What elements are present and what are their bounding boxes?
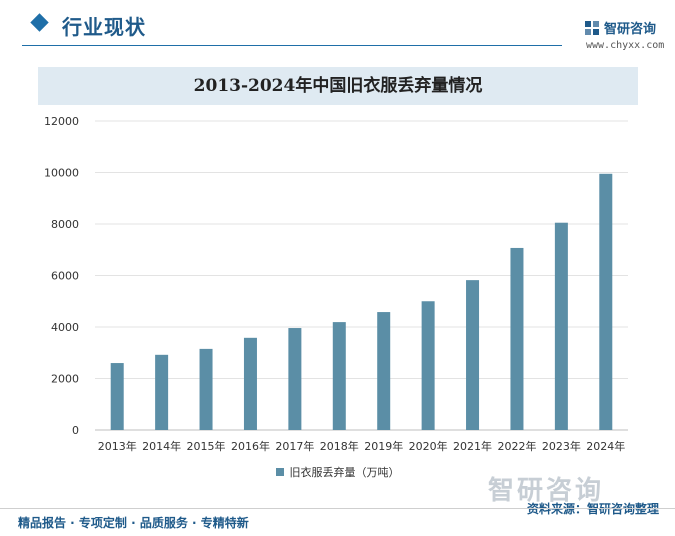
legend-label: 旧衣服丢弃量（万吨） bbox=[289, 466, 400, 479]
y-tick-label: 8000 bbox=[51, 218, 79, 231]
x-tick-label: 2016年 bbox=[231, 439, 270, 453]
bar-2015年 bbox=[199, 348, 213, 430]
bar-2021年 bbox=[466, 280, 480, 430]
brand: 智研咨询 bbox=[584, 18, 656, 37]
y-tick-label: 0 bbox=[72, 424, 79, 437]
source-note: 资料来源：智研咨询整理 bbox=[526, 502, 659, 516]
bar-2016年 bbox=[243, 337, 257, 430]
bar-2023年 bbox=[554, 222, 568, 430]
x-tick-label: 2014年 bbox=[142, 439, 181, 453]
y-tick-label: 4000 bbox=[51, 321, 79, 334]
y-tick-label: 12000 bbox=[44, 115, 79, 128]
footer-divider bbox=[0, 508, 675, 509]
footer-tagline: 精品报告 · 专项定制 · 品质服务 · 专精特新 bbox=[18, 516, 249, 530]
x-tick-label: 2013年 bbox=[98, 439, 137, 453]
x-tick-label: 2023年 bbox=[542, 439, 581, 453]
y-tick-label: 2000 bbox=[51, 373, 79, 386]
x-tick-label: 2020年 bbox=[409, 439, 448, 453]
x-tick-label: 2022年 bbox=[497, 439, 536, 453]
bar-2014年 bbox=[155, 354, 169, 430]
brand-name: 智研咨询 bbox=[604, 22, 657, 37]
header-divider bbox=[22, 45, 562, 46]
brand-url: www.chyxx.com bbox=[586, 40, 665, 51]
bar-2019年 bbox=[377, 312, 391, 430]
x-tick-label: 2019年 bbox=[364, 439, 403, 453]
y-tick-label: 10000 bbox=[44, 167, 79, 180]
brand-logo-icon bbox=[585, 20, 599, 35]
x-tick-label: 2018年 bbox=[320, 439, 359, 453]
bar-2022年 bbox=[510, 247, 524, 430]
header: 行业现状 智研咨询 www.chyxx.com bbox=[0, 0, 675, 56]
bar-2013年 bbox=[110, 363, 124, 430]
diamond-icon bbox=[30, 13, 49, 32]
x-tick-label: 2015年 bbox=[187, 439, 226, 453]
section-title: 行业现状 bbox=[62, 15, 146, 39]
bar-2018年 bbox=[332, 322, 346, 430]
x-tick-label: 2024年 bbox=[586, 439, 625, 453]
x-tick-label: 2017年 bbox=[275, 439, 314, 453]
bar-chart: 0 2000 4000 6000 8000 10000 12000 2013年 2014年 201… bbox=[44, 115, 628, 453]
legend-swatch bbox=[275, 468, 284, 476]
y-tick-label: 6000 bbox=[51, 270, 79, 283]
bar-2017年 bbox=[288, 328, 302, 430]
bar-2020年 bbox=[421, 301, 435, 430]
bar-2024年 bbox=[599, 173, 613, 430]
footer-logo: 智研咨询 bbox=[488, 476, 605, 506]
chart-title-band: 2013-2024年中国旧衣服丢弃量情况 bbox=[38, 67, 638, 105]
x-tick-label: 2021年 bbox=[453, 439, 492, 453]
chart-title: 2013-2024年中国旧衣服丢弃量情况 bbox=[193, 76, 483, 96]
chart-legend: 旧衣服丢弃量（万吨） bbox=[0, 464, 675, 480]
